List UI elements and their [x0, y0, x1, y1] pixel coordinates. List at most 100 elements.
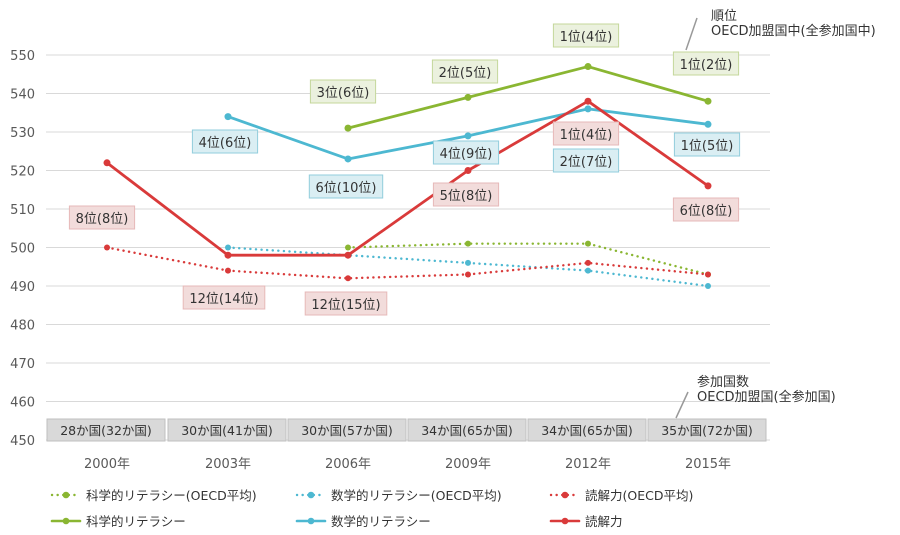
data-point [225, 244, 231, 251]
data-point [345, 244, 351, 251]
rank-label-box [552, 23, 620, 48]
participants-note-line-2: OECD加盟国(全参加国) [697, 389, 836, 405]
legend-label: 科学的リテラシー [86, 514, 186, 529]
rank-label-box [304, 291, 388, 316]
series-line [346, 65, 710, 130]
rank-label-box [673, 132, 741, 157]
participants-box [167, 418, 287, 442]
participants-label: 30か国(41か国) [181, 423, 273, 438]
series-line [105, 246, 710, 280]
rank-label-box [309, 79, 377, 104]
rank-label: 6位(10位) [316, 181, 377, 196]
y-tick-label: 510 [10, 203, 35, 218]
legend-swatch-point [561, 517, 569, 525]
data-point [705, 271, 711, 278]
legend-label: 数学的リテラシー(OECD平均) [331, 488, 502, 503]
legend-item-科学的リテラシーOECD平均: 科学的リテラシー(OECD平均) [50, 488, 257, 503]
legend-swatch-point [307, 491, 315, 499]
data-point [464, 132, 472, 140]
x-tick-label: 2012年 [565, 457, 611, 472]
series-lines [103, 63, 712, 289]
participants-label: 30か国(57か国) [301, 423, 393, 438]
rank-label-box [432, 140, 500, 165]
legend-item-科学的リテラシー: 科学的リテラシー [50, 514, 186, 529]
y-tick-label: 480 [10, 319, 35, 334]
participants-row: 28か国(32か国) 30か国(41か国) 30か国(57か国) 34か国(65か国)… [46, 418, 767, 442]
rank-label: 1位(4位) [560, 128, 613, 143]
data-point [344, 251, 352, 259]
participants-box [647, 418, 767, 442]
data-point [464, 93, 472, 101]
y-tick-label: 470 [10, 357, 35, 372]
legend-swatch-point [307, 517, 315, 525]
rank-label-box [182, 285, 266, 310]
y-tick-label: 490 [10, 280, 35, 295]
data-point [104, 244, 110, 251]
rank-label-box [432, 182, 500, 207]
legend-swatch-point [561, 491, 569, 499]
rank-label: 1位(5位) [681, 139, 734, 154]
rank-label: 12位(15位) [311, 298, 380, 313]
data-point [344, 155, 352, 163]
rank-note-line-1: 順位 [711, 9, 737, 24]
data-point [465, 271, 471, 278]
data-point [584, 63, 592, 71]
rank-note-line-2: OECD加盟国中(全参加国中) [711, 23, 876, 39]
x-tick-label: 2006年 [325, 457, 371, 472]
rank-label-box [552, 121, 620, 146]
rank-label: 4位(6位) [199, 136, 252, 151]
participants-label: 34か国(65か国) [541, 423, 633, 438]
data-point [584, 97, 592, 105]
y-tick-label: 450 [10, 434, 35, 449]
participants-label: 35か国(72か国) [661, 423, 753, 438]
legend-label: 読解力 [585, 514, 623, 529]
rank-label: 4位(9位) [440, 147, 493, 162]
y-tick-label: 540 [10, 88, 35, 103]
legend-swatch-point [62, 517, 70, 525]
rank-label-box [191, 129, 259, 154]
rank-label: 2位(5位) [439, 66, 492, 81]
data-point [103, 159, 111, 167]
participants-box [407, 418, 527, 442]
participants-note-leader [675, 391, 689, 419]
data-point [224, 251, 232, 259]
x-tick-label: 2000年 [84, 457, 130, 472]
legend-item-数学的リテラシー: 数学的リテラシー [295, 514, 431, 529]
data-point [704, 120, 712, 128]
data-point [585, 240, 591, 247]
rank-label: 6位(8位) [680, 204, 733, 219]
series-読解力OECD平均 [104, 244, 711, 282]
data-point [704, 182, 712, 190]
data-point [465, 259, 471, 266]
y-tick-label: 550 [10, 49, 35, 64]
participants-label: 28か国(32か国) [60, 423, 152, 438]
participants-box [527, 418, 647, 442]
series-科学的リテラシー [344, 63, 712, 132]
rank-label: 1位(4位) [560, 30, 613, 45]
participants-label: 34か国(65か国) [421, 423, 513, 438]
y-tick-label: 520 [10, 165, 35, 180]
y-tick-label: 500 [10, 242, 35, 257]
legend-item-数学的リテラシーOECD平均: 数学的リテラシー(OECD平均) [295, 488, 502, 503]
data-point [225, 267, 231, 274]
series-line [346, 242, 710, 276]
x-tick-label: 2003年 [205, 457, 251, 472]
series-line [105, 99, 710, 257]
legend-item-読解力OECD平均: 読解力(OECD平均) [549, 488, 693, 503]
legend: 科学的リテラシー(OECD平均) 数学的リテラシー(OECD平均) 読解力(OECD… [50, 488, 693, 529]
legend-label: 科学的リテラシー(OECD平均) [86, 488, 257, 503]
x-tick-label: 2015年 [685, 457, 731, 472]
rank-label: 5位(8位) [440, 189, 493, 204]
data-point [464, 167, 472, 174]
rank-labels: 3位(6位) 2位(5位) 1位(4位) 1位(2位) 4位(6位) 6位(10位) 4位(… [68, 23, 741, 316]
legend-swatch-point [62, 491, 70, 499]
data-point [224, 113, 232, 121]
participants-box [287, 418, 407, 442]
legend-label: 数学的リテラシー [331, 514, 431, 529]
series-数学的リテラシー [224, 105, 712, 163]
legend-label: 読解力(OECD平均) [585, 488, 693, 503]
data-point [345, 275, 351, 282]
data-point [704, 97, 712, 105]
rank-label-box [68, 205, 136, 230]
y-tick-label: 460 [10, 396, 35, 411]
